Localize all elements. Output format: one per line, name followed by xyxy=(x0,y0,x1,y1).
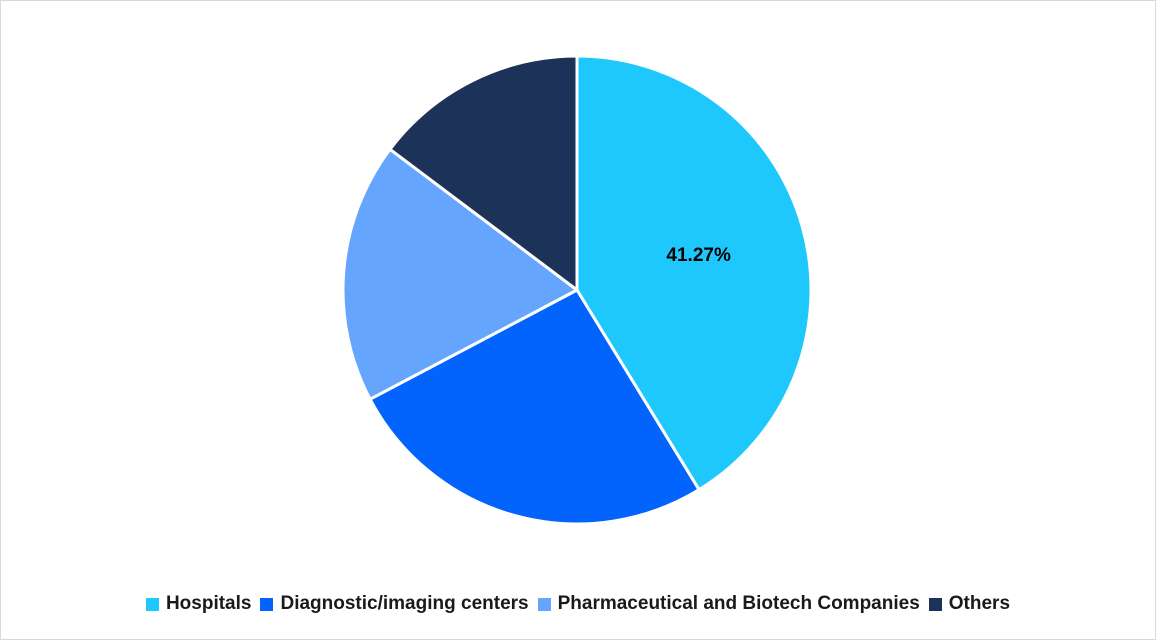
legend-item-hospitals: Hospitals xyxy=(145,593,252,615)
data-label-hospitals: 41.27% xyxy=(666,245,731,266)
pie-slice-pharmaceutical-biotech xyxy=(341,147,579,401)
legend-item-others: Others xyxy=(928,593,1011,615)
legend-swatch-others xyxy=(928,597,942,611)
pie-slice-others xyxy=(388,54,579,292)
legend-label-pharmaceutical-biotech: Pharmaceutical and Biotech Companies xyxy=(557,593,920,614)
legend-label-others: Others xyxy=(948,593,1011,614)
pie-slice-hospitals xyxy=(575,54,813,492)
pie-slice-diagnostic-imaging-centers xyxy=(368,288,701,526)
legend-item-pharmaceutical-biotech: Pharmaceutical and Biotech Companies xyxy=(537,593,920,615)
legend-swatch-pharmaceutical-biotech xyxy=(537,597,551,611)
legend-swatch-diagnostic-imaging-centers xyxy=(260,597,274,611)
legend-swatch-hospitals xyxy=(145,597,159,611)
legend-label-diagnostic-imaging-centers: Diagnostic/imaging centers xyxy=(280,593,529,614)
legend-label-hospitals: Hospitals xyxy=(165,593,252,614)
legend-item-diagnostic-imaging-centers: Diagnostic/imaging centers xyxy=(260,593,529,615)
chart-legend: Hospitals Diagnostic/imaging centers Pha… xyxy=(0,590,1156,618)
